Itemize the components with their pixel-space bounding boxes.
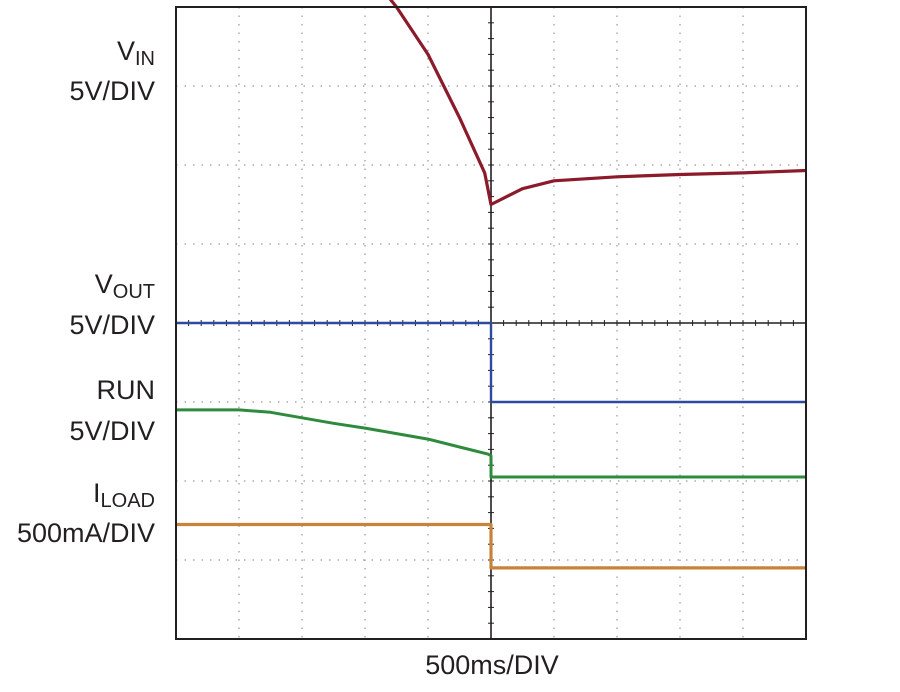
x-axis-label: 500ms/DIV bbox=[425, 650, 559, 680]
traces bbox=[176, 0, 807, 570]
channel-scale-iload: 500mA/DIV bbox=[16, 518, 155, 548]
channel-label-iload: ILOAD bbox=[93, 478, 155, 512]
channel-label-vin: VIN bbox=[116, 36, 155, 70]
channel-scale-vin: 5V/DIV bbox=[69, 76, 155, 106]
trace-iload bbox=[176, 522, 806, 570]
trace-vout bbox=[176, 321, 806, 404]
plot-frame bbox=[175, 6, 807, 640]
trace-vin bbox=[388, 0, 807, 207]
channel-scale-vout: 5V/DIV bbox=[69, 310, 155, 340]
channel-label-vout: VOUT bbox=[94, 269, 155, 303]
channel-scale-run: 5V/DIV bbox=[69, 416, 155, 446]
trace-run bbox=[176, 408, 806, 479]
channel-label-run: RUN bbox=[96, 375, 156, 405]
